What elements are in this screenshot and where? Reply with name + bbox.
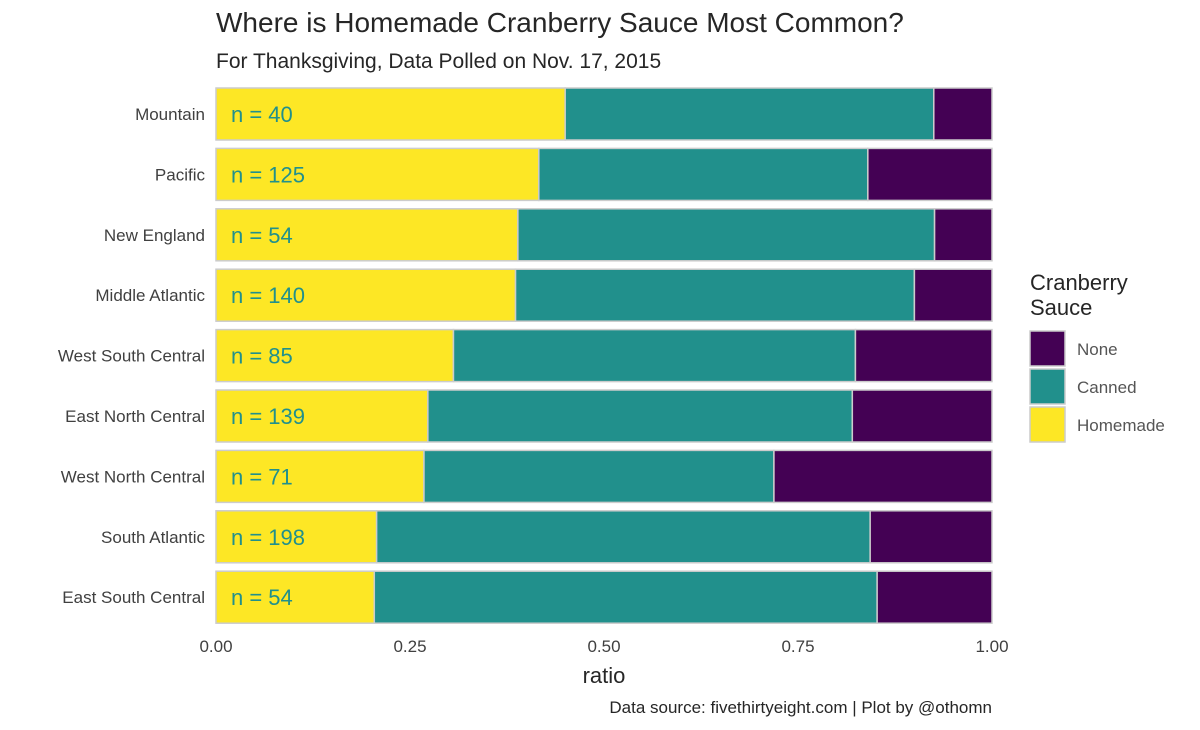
n-label-mountain: n = 40	[231, 102, 293, 127]
legend-label-homemade: Homemade	[1077, 416, 1165, 435]
bar-canned-south-atlantic	[375, 510, 871, 564]
category-label-west-south-central: West South Central	[58, 347, 205, 366]
bar-canned-west-south-central	[452, 328, 857, 383]
x-tick-label: 0.25	[393, 637, 426, 656]
category-labels: Mountain Pacific New England Middle Atlanti…	[58, 105, 206, 607]
bar-homemade-west-south-central	[215, 328, 455, 383]
category-label-mountain: Mountain	[135, 105, 205, 124]
x-tick-label: 0.75	[781, 637, 814, 656]
legend-swatch-canned	[1029, 368, 1066, 405]
x-axis-ticks: 0.00 0.25 0.50 0.75 1.00	[199, 637, 1008, 656]
bar-homemade-west-north-central	[215, 449, 425, 504]
chart-subtitle: For Thanksgiving, Data Polled on Nov. 17…	[216, 50, 661, 73]
n-labels: n = 40 n = 125 n = 54 n = 140 n = 85 n = 139 n…	[231, 102, 305, 610]
n-label-south-atlantic: n = 198	[231, 525, 305, 550]
bar-homemade-south-atlantic	[215, 510, 378, 564]
bar-none-east-north-central	[851, 389, 993, 443]
n-label-east-south-central: n = 54	[231, 585, 293, 610]
category-label-east-north-central: East North Central	[65, 407, 205, 426]
bar-canned-pacific	[538, 147, 869, 202]
bar-canned-west-north-central	[423, 449, 775, 504]
category-label-pacific: Pacific	[155, 165, 206, 184]
bar-none-west-south-central	[854, 328, 993, 383]
bar-homemade-new-england	[215, 208, 519, 262]
bar-canned-new-england	[517, 208, 936, 262]
n-label-east-north-central: n = 139	[231, 404, 305, 429]
bar-none-east-south-central	[876, 570, 993, 624]
category-label-east-south-central: East South Central	[62, 588, 205, 607]
bar-homemade-pacific	[215, 147, 540, 202]
bar-homemade-east-north-central	[215, 389, 429, 443]
bar-none-south-atlantic	[869, 510, 993, 564]
legend: Cranberry Sauce None Canned Homemade	[1029, 270, 1165, 443]
chart-title: Where is Homemade Cranberry Sauce Most C…	[216, 7, 904, 38]
legend-label-canned: Canned	[1077, 378, 1137, 397]
legend-swatch-none	[1029, 330, 1066, 367]
x-tick-label: 0.00	[199, 637, 232, 656]
category-label-west-north-central: West North Central	[61, 467, 205, 486]
bar-canned-mountain	[564, 87, 935, 141]
caption: Data source: fivethirtyeight.com | Plot …	[609, 698, 992, 717]
n-label-west-south-central: n = 85	[231, 344, 293, 369]
category-label-middle-atlantic: Middle Atlantic	[95, 286, 205, 305]
legend-title-line-1: Cranberry	[1030, 270, 1128, 295]
x-axis-title: ratio	[583, 663, 626, 688]
bar-none-new-england	[933, 208, 993, 262]
bar-none-west-north-central	[773, 449, 993, 504]
legend-swatch-homemade	[1029, 406, 1066, 443]
category-label-new-england: New England	[104, 226, 205, 245]
legend-title: Cranberry Sauce	[1030, 270, 1134, 320]
bars-group	[215, 87, 993, 624]
n-label-pacific: n = 125	[231, 162, 305, 187]
n-label-new-england: n = 54	[231, 223, 293, 248]
n-label-middle-atlantic: n = 140	[231, 283, 305, 308]
legend-title-line-2: Sauce	[1030, 295, 1092, 320]
n-label-west-north-central: n = 71	[231, 464, 293, 489]
category-label-south-atlantic: South Atlantic	[101, 528, 205, 547]
bar-canned-east-north-central	[427, 389, 854, 443]
x-tick-label: 1.00	[975, 637, 1008, 656]
legend-label-none: None	[1077, 340, 1118, 359]
bar-canned-east-south-central	[373, 570, 878, 624]
bar-canned-middle-atlantic	[514, 268, 916, 322]
bar-none-middle-atlantic	[913, 268, 993, 322]
bar-none-mountain	[933, 87, 993, 141]
bar-homemade-mountain	[215, 87, 566, 141]
bar-homemade-east-south-central	[215, 570, 376, 624]
x-tick-label: 0.50	[587, 637, 620, 656]
legend-items: None Canned Homemade	[1029, 330, 1165, 443]
bar-none-pacific	[867, 147, 993, 202]
